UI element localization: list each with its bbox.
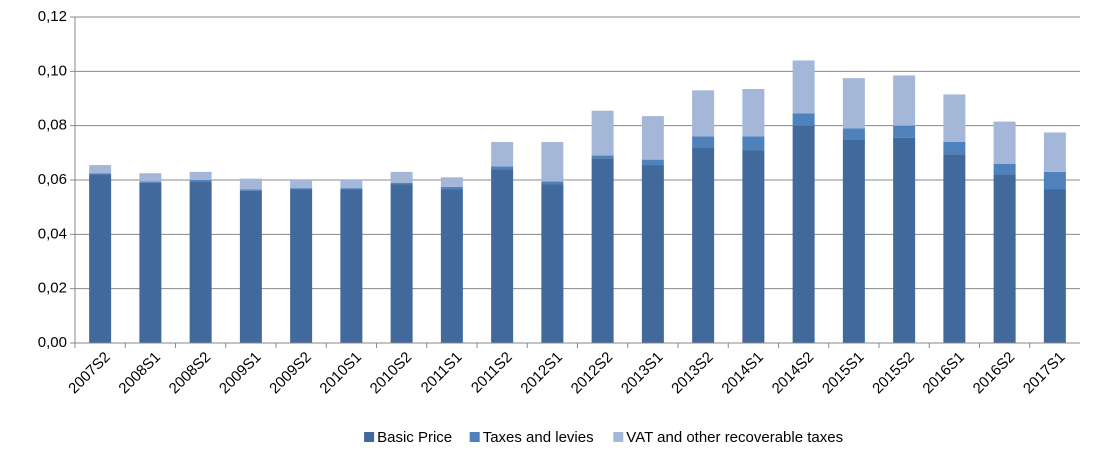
legend-swatch (469, 432, 480, 442)
bar-segment (491, 166, 514, 170)
bar-segment (842, 128, 865, 140)
bar-segment (893, 75, 916, 126)
bar-segment (591, 155, 614, 159)
bar-segment (290, 180, 313, 189)
bar-segment (1043, 171, 1066, 190)
x-tick-label: 2010S2 (367, 349, 416, 398)
bar-segment (692, 147, 715, 343)
x-tick-label: 2007S2 (65, 349, 114, 398)
bar-segment (943, 94, 966, 142)
y-tick-label: 0,02 (38, 280, 67, 297)
bar-segment (842, 139, 865, 343)
x-tick-label: 2009S1 (216, 349, 265, 398)
bar-segment (89, 165, 112, 174)
x-tick-label: 2016S1 (919, 349, 968, 398)
bar-segment (189, 171, 212, 180)
bar-segment (943, 141, 966, 155)
bar-segment (139, 181, 162, 183)
x-tick-label: 2015S1 (819, 349, 868, 398)
bar-segment (993, 174, 1016, 343)
bar-segment (1043, 132, 1066, 172)
bar-segment (239, 189, 262, 191)
bar-segment (591, 158, 614, 343)
bar-segment (792, 125, 815, 344)
bar-segment (139, 173, 162, 182)
bar-segment (390, 184, 413, 343)
x-tick-label: 2008S1 (115, 349, 164, 398)
x-tick-label: 2017S1 (1020, 349, 1069, 398)
bar-segment (440, 177, 463, 187)
bar-segment (742, 150, 765, 343)
bar-segment (340, 180, 363, 189)
bar-segment (440, 186, 463, 190)
y-tick-label: 0,10 (38, 62, 67, 79)
bar-segment (189, 181, 212, 343)
bar-segment (893, 137, 916, 343)
bar-segment (440, 189, 463, 343)
bar-segment (993, 163, 1016, 175)
y-tick-label: 0,04 (38, 225, 67, 242)
x-tick-label: 2012S2 (568, 349, 617, 398)
bar-segment (792, 60, 815, 114)
bar-segment (742, 88, 765, 137)
x-tick-label: 2016S2 (970, 349, 1019, 398)
bar-segment (591, 110, 614, 156)
legend-label: VAT and other recoverable taxes (626, 429, 843, 446)
bar-segment (893, 125, 916, 138)
bar-segment (340, 188, 363, 190)
x-tick-label: 2012S1 (517, 349, 566, 398)
bar-segment (239, 178, 262, 190)
legend-label: Taxes and levies (483, 429, 594, 446)
x-tick-label: 2014S1 (718, 349, 767, 398)
legend-swatch (364, 432, 375, 442)
bar-segment (89, 173, 112, 175)
bar-segment (842, 78, 865, 129)
bar-segment (1043, 189, 1066, 343)
bar-segment (641, 165, 664, 343)
legend-label: Basic Price (377, 429, 452, 446)
bar-segment (742, 136, 765, 151)
bar-segment (89, 174, 112, 343)
x-tick-label: 2011S2 (468, 349, 516, 397)
bar-segment (993, 121, 1016, 164)
bar-segment (491, 169, 514, 343)
y-tick-label: 0,06 (38, 171, 67, 188)
bar-segment (139, 182, 162, 343)
y-tick-label: 0,00 (38, 334, 67, 351)
bar-segment (340, 189, 363, 343)
bar-segment (541, 184, 564, 343)
bar-segment (541, 181, 564, 185)
bar-segment (792, 113, 815, 126)
x-tick-label: 2014S2 (769, 349, 818, 398)
x-tick-label: 2015S2 (869, 349, 918, 398)
x-tick-label: 2013S1 (618, 349, 667, 398)
bar-segment (641, 159, 664, 166)
x-tick-label: 2008S2 (166, 349, 215, 398)
bar-segment (290, 189, 313, 343)
bar-segment (692, 90, 715, 137)
y-tick-label: 0,12 (38, 8, 67, 25)
bar-segment (290, 188, 313, 190)
bar-segment (491, 141, 514, 167)
bar-segment (239, 190, 262, 343)
bar-segment (943, 154, 966, 343)
x-tick-label: 2009S2 (266, 349, 315, 398)
bar-segment (692, 136, 715, 148)
x-tick-label: 2010S1 (316, 349, 365, 398)
x-tick-label: 2011S1 (418, 349, 466, 397)
bar-segment (390, 182, 413, 185)
legend-swatch (613, 432, 624, 442)
y-tick-label: 0,08 (38, 117, 67, 134)
bar-segment (390, 171, 413, 183)
bar-segment (541, 141, 564, 182)
bar-segment (641, 116, 664, 160)
x-tick-label: 2013S2 (668, 349, 717, 398)
bar-segment (189, 180, 212, 182)
